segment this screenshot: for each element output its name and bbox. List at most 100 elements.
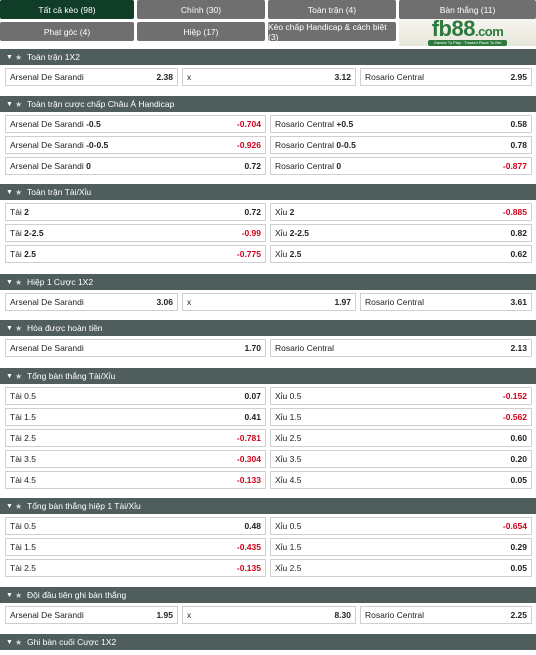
selection-label: Arsenal De Sarandi — [10, 72, 84, 82]
selection-label: Rosario Central 0-0.5 — [275, 140, 356, 150]
odds-cell[interactable]: Xỉu 2.5 0.62 — [270, 245, 532, 263]
odds-cell[interactable]: Tài 1.5 0.41 — [5, 408, 266, 426]
section-header[interactable]: ▼ ★ Hòa được hoàn tiền — [0, 320, 536, 336]
odds-cell[interactable]: Xỉu 2.5 0.05 — [270, 559, 532, 577]
odds-value: -0.781 — [236, 433, 261, 443]
odds-cell[interactable]: Rosario Central 2.13 — [270, 339, 532, 357]
tab-full-match[interactable]: Toàn trận (4) — [268, 0, 396, 19]
tab-halves[interactable]: Hiệp (17) — [137, 22, 265, 41]
odds-cell[interactable]: Rosario Central 3.61 — [360, 293, 532, 311]
odds-cell[interactable]: Xỉu 2-2.5 0.82 — [270, 224, 532, 242]
odds-cell[interactable]: Tài 2.5 -0.781 — [5, 429, 266, 447]
odds-cell[interactable]: Xỉu 0.5 -0.152 — [270, 387, 532, 405]
odds-cell[interactable]: Arsenal De Sarandi 1.70 — [5, 339, 266, 357]
odds-cell[interactable]: Arsenal De Sarandi 2.38 — [5, 68, 178, 86]
chevron-down-icon[interactable]: ▼ — [6, 188, 13, 196]
odds-cell[interactable]: Xỉu 2.5 0.60 — [270, 429, 532, 447]
selection-label: Xỉu 2.5 — [275, 433, 301, 443]
odds-cell[interactable]: Tài 0.5 0.48 — [5, 517, 266, 535]
chevron-down-icon[interactable]: ▼ — [6, 100, 13, 108]
odds-cell[interactable]: Tài 2.5 -0.775 — [5, 245, 266, 263]
chevron-down-icon[interactable]: ▼ — [6, 591, 13, 599]
selection-name: Arsenal De Sarandi — [10, 297, 84, 307]
star-icon[interactable]: ★ — [15, 52, 23, 62]
odds-value: 2.38 — [156, 72, 173, 82]
odds-cell[interactable]: Xỉu 0.5 -0.654 — [270, 517, 532, 535]
odds-cell[interactable]: Rosario Central +0.5 0.58 — [270, 115, 532, 133]
section-header[interactable]: ▼ ★ Toàn trận cược chấp Châu Á Handicap — [0, 96, 536, 112]
selection-label: Arsenal De Sarandi -0.5 — [10, 119, 101, 129]
tab-handicap[interactable]: Kèo chấp Handicap & cách biệt (3) — [268, 22, 396, 42]
chevron-down-icon[interactable]: ▼ — [6, 278, 13, 286]
selection-name: Tài 1.5 — [10, 542, 36, 552]
star-icon[interactable]: ★ — [15, 590, 23, 600]
selection-label: Arsenal De Sarandi — [10, 297, 84, 307]
tab-all-markets[interactable]: Tất cả kèo (98) — [0, 0, 134, 19]
odds-cell[interactable]: Xỉu 4.5 0.05 — [270, 471, 532, 489]
selection-name: Tài 2.5 — [10, 433, 36, 443]
odds-cell[interactable]: Tài 1.5 -0.435 — [5, 538, 266, 556]
odds-cell[interactable]: x 8.30 — [182, 606, 356, 624]
section-title: Hiệp 1 Cược 1X2 — [27, 277, 94, 287]
star-icon[interactable]: ★ — [15, 371, 23, 381]
odds-cell[interactable]: Tài 2.5 -0.135 — [5, 559, 266, 577]
odds-cell[interactable]: Rosario Central 2.95 — [360, 68, 532, 86]
odds-cell[interactable]: Tài 3.5 -0.304 — [5, 450, 266, 468]
section-header[interactable]: ▼ ★ Hiệp 1 Cược 1X2 — [0, 274, 536, 290]
selection-name: Rosario Central — [365, 72, 425, 82]
odds-cell[interactable]: Xỉu 1.5 -0.562 — [270, 408, 532, 426]
odds-cell[interactable]: Arsenal De Sarandi 3.06 — [5, 293, 178, 311]
selection-name: Rosario Central — [275, 161, 335, 171]
selection-name: Tài — [10, 249, 22, 259]
star-icon[interactable]: ★ — [15, 323, 23, 333]
star-icon[interactable]: ★ — [15, 277, 23, 287]
odds-cell[interactable]: Rosario Central 2.25 — [360, 606, 532, 624]
selection-label: Xỉu 2-2.5 — [275, 228, 309, 238]
tab-main[interactable]: Chính (30) — [137, 0, 265, 19]
odds-cell[interactable]: Xỉu 3.5 0.20 — [270, 450, 532, 468]
star-icon[interactable]: ★ — [15, 637, 23, 647]
section-header[interactable]: ▼ ★ Đội đầu tiên ghi bàn thắng — [0, 587, 536, 603]
star-icon[interactable]: ★ — [15, 501, 23, 511]
selection-name: Xỉu — [275, 249, 288, 259]
odds-cell[interactable]: Tài 0.5 0.07 — [5, 387, 266, 405]
selection-name: Tài 1.5 — [10, 412, 36, 422]
selection-label: Tài 2.5 — [10, 563, 36, 573]
odds-cell[interactable]: Tài 4.5 -0.133 — [5, 471, 266, 489]
odds-cell[interactable]: x 1.97 — [182, 293, 356, 311]
section-header[interactable]: ▼ ★ Toàn trận Tài/Xỉu — [0, 184, 536, 200]
chevron-down-icon[interactable]: ▼ — [6, 324, 13, 332]
odds-value: 3.12 — [334, 72, 351, 82]
odds-value: 1.97 — [334, 297, 351, 307]
handicap-line: 2.5 — [287, 249, 302, 259]
odds-cell[interactable]: Arsenal De Sarandi -0-0.5 -0.926 — [5, 136, 266, 154]
odds-cell[interactable]: Arsenal De Sarandi 1.95 — [5, 606, 178, 624]
section-header[interactable]: ▼ ★ Toàn trận 1X2 — [0, 49, 536, 65]
odds-cell[interactable]: Xỉu 2 -0.885 — [270, 203, 532, 221]
selection-label: Rosario Central 0 — [275, 161, 341, 171]
chevron-down-icon[interactable]: ▼ — [6, 638, 13, 646]
odds-cell[interactable]: Tài 2 0.72 — [5, 203, 266, 221]
odds-cell[interactable]: Arsenal De Sarandi -0.5 -0.704 — [5, 115, 266, 133]
star-icon[interactable]: ★ — [15, 99, 23, 109]
odds-cell[interactable]: Rosario Central 0 -0.877 — [270, 157, 532, 175]
odds-cell[interactable]: Arsenal De Sarandi 0 0.72 — [5, 157, 266, 175]
odds-cell[interactable]: Rosario Central 0-0.5 0.78 — [270, 136, 532, 154]
chevron-down-icon[interactable]: ▼ — [6, 372, 13, 380]
odds-cell[interactable]: Tài 2-2.5 -0.99 — [5, 224, 266, 242]
odds-value: -0.877 — [502, 161, 527, 171]
selection-name: Arsenal De Sarandi — [10, 343, 84, 353]
selection-name: Arsenal De Sarandi — [10, 119, 84, 129]
chevron-down-icon[interactable]: ▼ — [6, 53, 13, 61]
odds-cell[interactable]: x 3.12 — [182, 68, 356, 86]
section-header[interactable]: ▼ ★ Tổng bàn thắng Tài/Xỉu — [0, 368, 536, 384]
selection-name: Rosario Central — [275, 140, 335, 150]
tab-goals[interactable]: Bàn thắng (11) — [399, 0, 536, 19]
section-header[interactable]: ▼ ★ Tổng bàn thắng hiệp 1 Tài/Xỉu — [0, 498, 536, 514]
star-icon[interactable]: ★ — [15, 187, 23, 197]
selection-label: Xỉu 2.5 — [275, 563, 301, 573]
chevron-down-icon[interactable]: ▼ — [6, 502, 13, 510]
section-header[interactable]: ▼ ★ Ghi bàn cuối Cược 1X2 — [0, 634, 536, 650]
odds-cell[interactable]: Xỉu 1.5 0.29 — [270, 538, 532, 556]
tab-corners[interactable]: Phạt góc (4) — [0, 22, 134, 41]
